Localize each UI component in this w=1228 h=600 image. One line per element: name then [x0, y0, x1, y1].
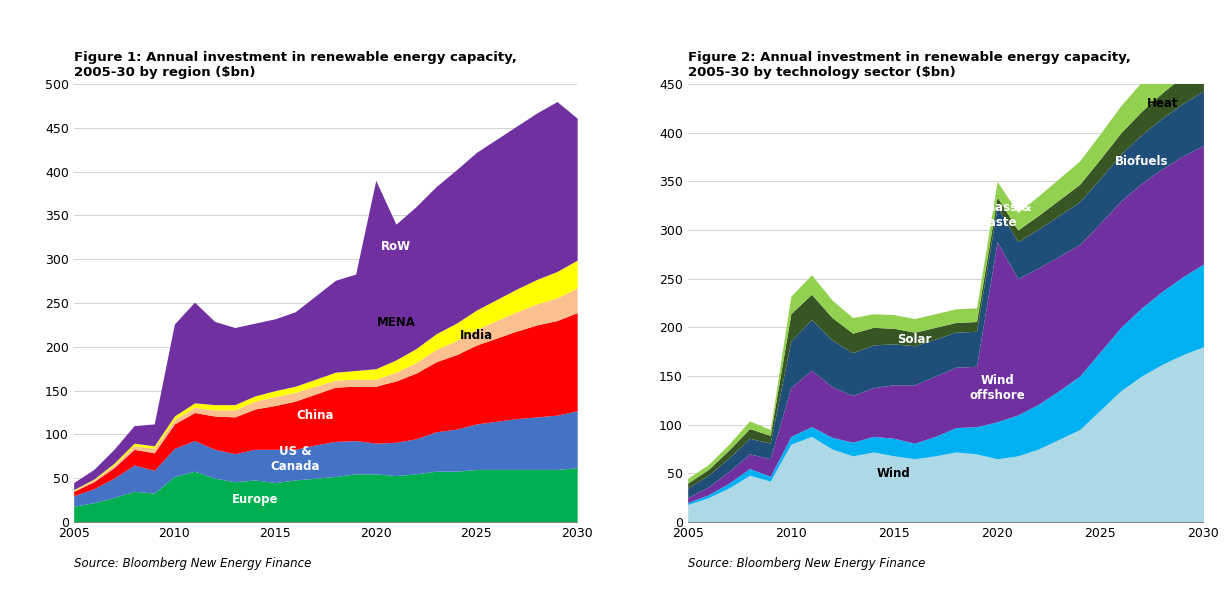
Text: Biomass &
waste: Biomass & waste — [963, 202, 1032, 229]
Text: Europe: Europe — [232, 493, 279, 506]
Text: Wind: Wind — [877, 467, 911, 480]
Text: Figure 2: Annual investment in renewable energy capacity,
2005-30 by technology : Figure 2: Annual investment in renewable… — [688, 50, 1131, 79]
Text: Figure 1: Annual investment in renewable energy capacity,
2005-30 by region ($bn: Figure 1: Annual investment in renewable… — [74, 50, 517, 79]
Text: China: China — [297, 409, 334, 422]
Text: Source: Bloomberg New Energy Finance: Source: Bloomberg New Energy Finance — [74, 557, 311, 570]
Text: India: India — [460, 329, 492, 342]
Text: Source: Bloomberg New Energy Finance: Source: Bloomberg New Energy Finance — [688, 557, 925, 570]
Text: Heat: Heat — [1147, 97, 1178, 110]
Text: Wind
offshore: Wind offshore — [969, 374, 1025, 401]
Text: MENA: MENA — [377, 316, 415, 329]
Text: RoW: RoW — [381, 239, 411, 253]
Text: US &
Canada: US & Canada — [270, 445, 321, 473]
Text: Solar: Solar — [898, 332, 932, 346]
Text: Biofuels: Biofuels — [1115, 155, 1168, 169]
